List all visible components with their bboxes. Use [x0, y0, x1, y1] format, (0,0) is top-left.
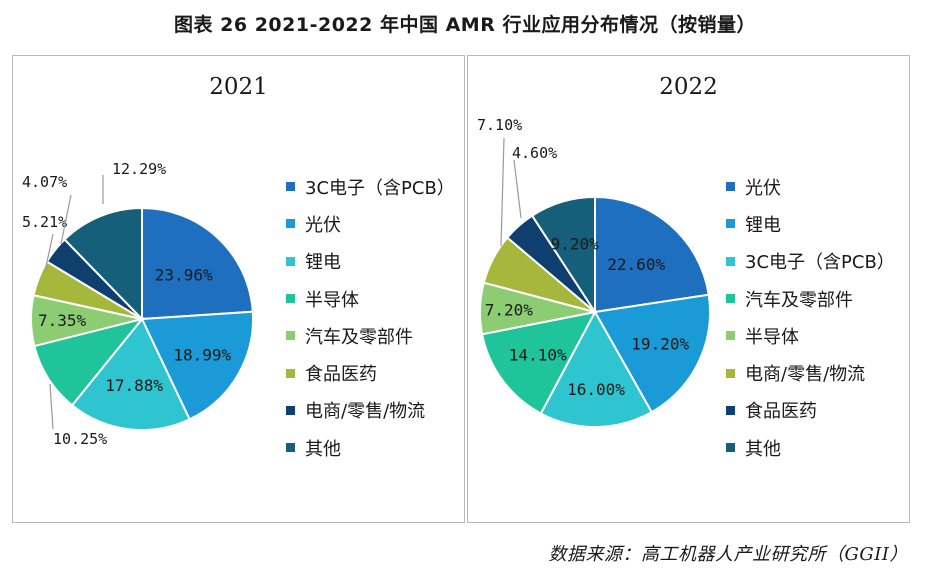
legend-label: 锂电	[305, 252, 341, 274]
data-label-2022-8: 9.20%	[551, 235, 600, 254]
legend-2021: 3C电子（含PCB） 光伏锂电半导体汽车及零部件 食品医药电商/零售/物流 其他	[286, 168, 455, 466]
legend-item-2022-6: 电商/零售/物流	[726, 354, 895, 391]
pie-slice-2022-3	[539, 309, 654, 428]
figure-title: 图表 26 2021-2022 年中国 AMR 行业应用分布情况（按销量）	[174, 14, 756, 36]
legend-item-2022-4: 汽车及零部件	[726, 280, 895, 317]
leader-line-2021-7	[60, 194, 72, 245]
data-label-2022-4: 14.10%	[509, 346, 567, 365]
data-label-2022-3: 16.00%	[567, 380, 625, 399]
data-label-2021-6: 5.21%	[22, 213, 67, 231]
leader-line-2021-4	[49, 383, 54, 430]
legend-swatch	[726, 219, 735, 229]
chart-title-2022: 2022	[659, 74, 718, 100]
pie-slice-2021-1	[141, 206, 254, 321]
legend-swatch	[286, 219, 295, 229]
legend-swatch	[726, 405, 735, 415]
data-label-2021-4: 10.25%	[53, 430, 107, 448]
legend-swatch	[286, 368, 295, 378]
legend-label: 汽车及零部件	[305, 326, 413, 348]
legend-item-2022-3: 3C电子（含PCB）	[726, 243, 895, 280]
legend-item-2022-5: 半导体	[726, 317, 895, 354]
legend-label: 其他	[745, 438, 781, 460]
legend-item-2022-1: 光伏	[726, 168, 895, 205]
legend-label: 半导体	[305, 289, 359, 311]
leader-line-2022-7	[513, 159, 522, 219]
legend-label: 锂电	[745, 214, 781, 236]
chart-panel-2021: 23.96% 18.99% 17.88% 7.35% 10.25% 5.21% 4.07% 1…	[12, 55, 465, 523]
data-source-note: 数据来源：高工机器人产业研究所（GGII）	[548, 544, 908, 565]
legend-label: 食品医药	[305, 364, 377, 386]
legend-swatch	[726, 294, 735, 304]
legend-swatch	[726, 443, 735, 453]
data-label-2022-5: 7.20%	[485, 300, 534, 319]
legend-label: 电商/零售/物流	[305, 401, 426, 423]
data-label-2022-1: 22.60%	[607, 255, 665, 274]
legend-swatch	[726, 331, 735, 341]
legend-item-2021-5: 汽车及零部件	[286, 317, 455, 354]
legend-item-2021-1: 3C电子（含PCB）	[286, 168, 455, 205]
legend-swatch	[286, 294, 295, 304]
legend-label: 光伏	[305, 214, 341, 236]
legend-item-2022-7: 食品医药	[726, 392, 895, 429]
legend-label: 电商/零售/物流	[745, 364, 866, 386]
pie-slice-2022-8	[530, 195, 596, 316]
data-label-2021-8: 12.29%	[112, 160, 166, 178]
leader-line-2022-6	[500, 137, 505, 247]
legend-item-2022-8: 其他	[726, 429, 895, 466]
pie-slice-2022-1	[594, 195, 710, 314]
legend-label: 光伏	[745, 177, 781, 199]
data-label-2021-3: 17.88%	[105, 376, 163, 395]
pie-slice-2021-4	[33, 317, 145, 407]
legend-item-2021-6: 食品医药	[286, 354, 455, 391]
pie-chart-2022: 22.60% 19.20% 16.00%14.10% 7.20% 9.20% 7.10% 4…	[477, 116, 711, 428]
legend-item-2021-7: 电商/零售/物流	[286, 392, 455, 429]
legend-label: 3C电子（含PCB）	[305, 177, 455, 199]
legend-swatch	[726, 368, 735, 378]
pie-chart-2021: 23.96% 18.99% 17.88% 7.35% 10.25% 5.21% 4.07% 1…	[22, 160, 254, 448]
pie-slice-2021-2	[140, 310, 254, 421]
legend-item-2021-2: 光伏	[286, 205, 455, 242]
data-label-2022-7: 4.60%	[512, 144, 557, 162]
legend-swatch	[286, 331, 295, 341]
pie-slice-2022-2	[593, 293, 711, 414]
pie-slice-2021-3	[70, 317, 191, 432]
legend-label: 3C电子（含PCB）	[745, 252, 895, 274]
data-label-2021-7: 4.07%	[22, 173, 67, 191]
data-label-2021-1: 23.96%	[155, 265, 213, 284]
legend-swatch	[286, 182, 295, 192]
legend-swatch	[286, 405, 295, 415]
legend-swatch	[726, 256, 735, 266]
legend-label: 其他	[305, 438, 341, 460]
legend-item-2021-8: 其他	[286, 429, 455, 466]
data-label-2022-2: 19.20%	[631, 335, 689, 354]
legend-label: 食品医药	[745, 401, 817, 423]
legend-item-2022-2: 锂电	[726, 205, 895, 242]
legend-swatch	[286, 256, 295, 266]
legend-2022: 光伏锂电 3C电子（含PCB） 汽车及零部件 半导体电商/零售/物流 食品医药其他	[726, 168, 895, 466]
data-label-2022-6: 7.10%	[477, 116, 522, 134]
pie-slice-2021-8	[63, 206, 143, 322]
pie-slice-2022-4	[480, 310, 597, 415]
legend-label: 半导体	[745, 326, 799, 348]
chart-title-2021: 2021	[209, 74, 268, 100]
leader-line-2021-6	[44, 233, 54, 272]
data-label-2021-5: 7.35%	[38, 311, 87, 330]
legend-swatch	[726, 182, 735, 192]
legend-label: 汽车及零部件	[745, 289, 853, 311]
legend-item-2021-3: 锂电	[286, 243, 455, 280]
chart-panel-2022: 22.60% 19.20% 16.00% 14.10% 7.20% 9.20% 7.10% 4…	[467, 55, 910, 523]
legend-item-2021-4: 半导体	[286, 280, 455, 317]
legend-swatch	[286, 443, 295, 453]
data-label-2021-2: 18.99%	[173, 345, 231, 364]
